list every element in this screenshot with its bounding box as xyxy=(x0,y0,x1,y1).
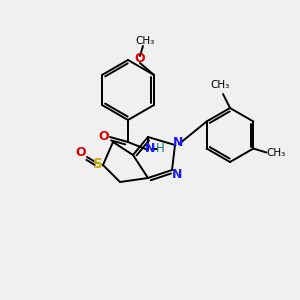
Text: N: N xyxy=(145,142,155,155)
Text: O: O xyxy=(135,52,145,64)
Text: O: O xyxy=(76,146,86,158)
Text: O: O xyxy=(99,130,109,142)
Text: N: N xyxy=(172,167,182,181)
Text: CH₃: CH₃ xyxy=(210,80,230,90)
Text: H: H xyxy=(156,142,164,154)
Text: CH₃: CH₃ xyxy=(135,36,154,46)
Text: CH₃: CH₃ xyxy=(267,148,286,158)
Text: S: S xyxy=(93,157,103,171)
Text: N: N xyxy=(173,136,183,149)
